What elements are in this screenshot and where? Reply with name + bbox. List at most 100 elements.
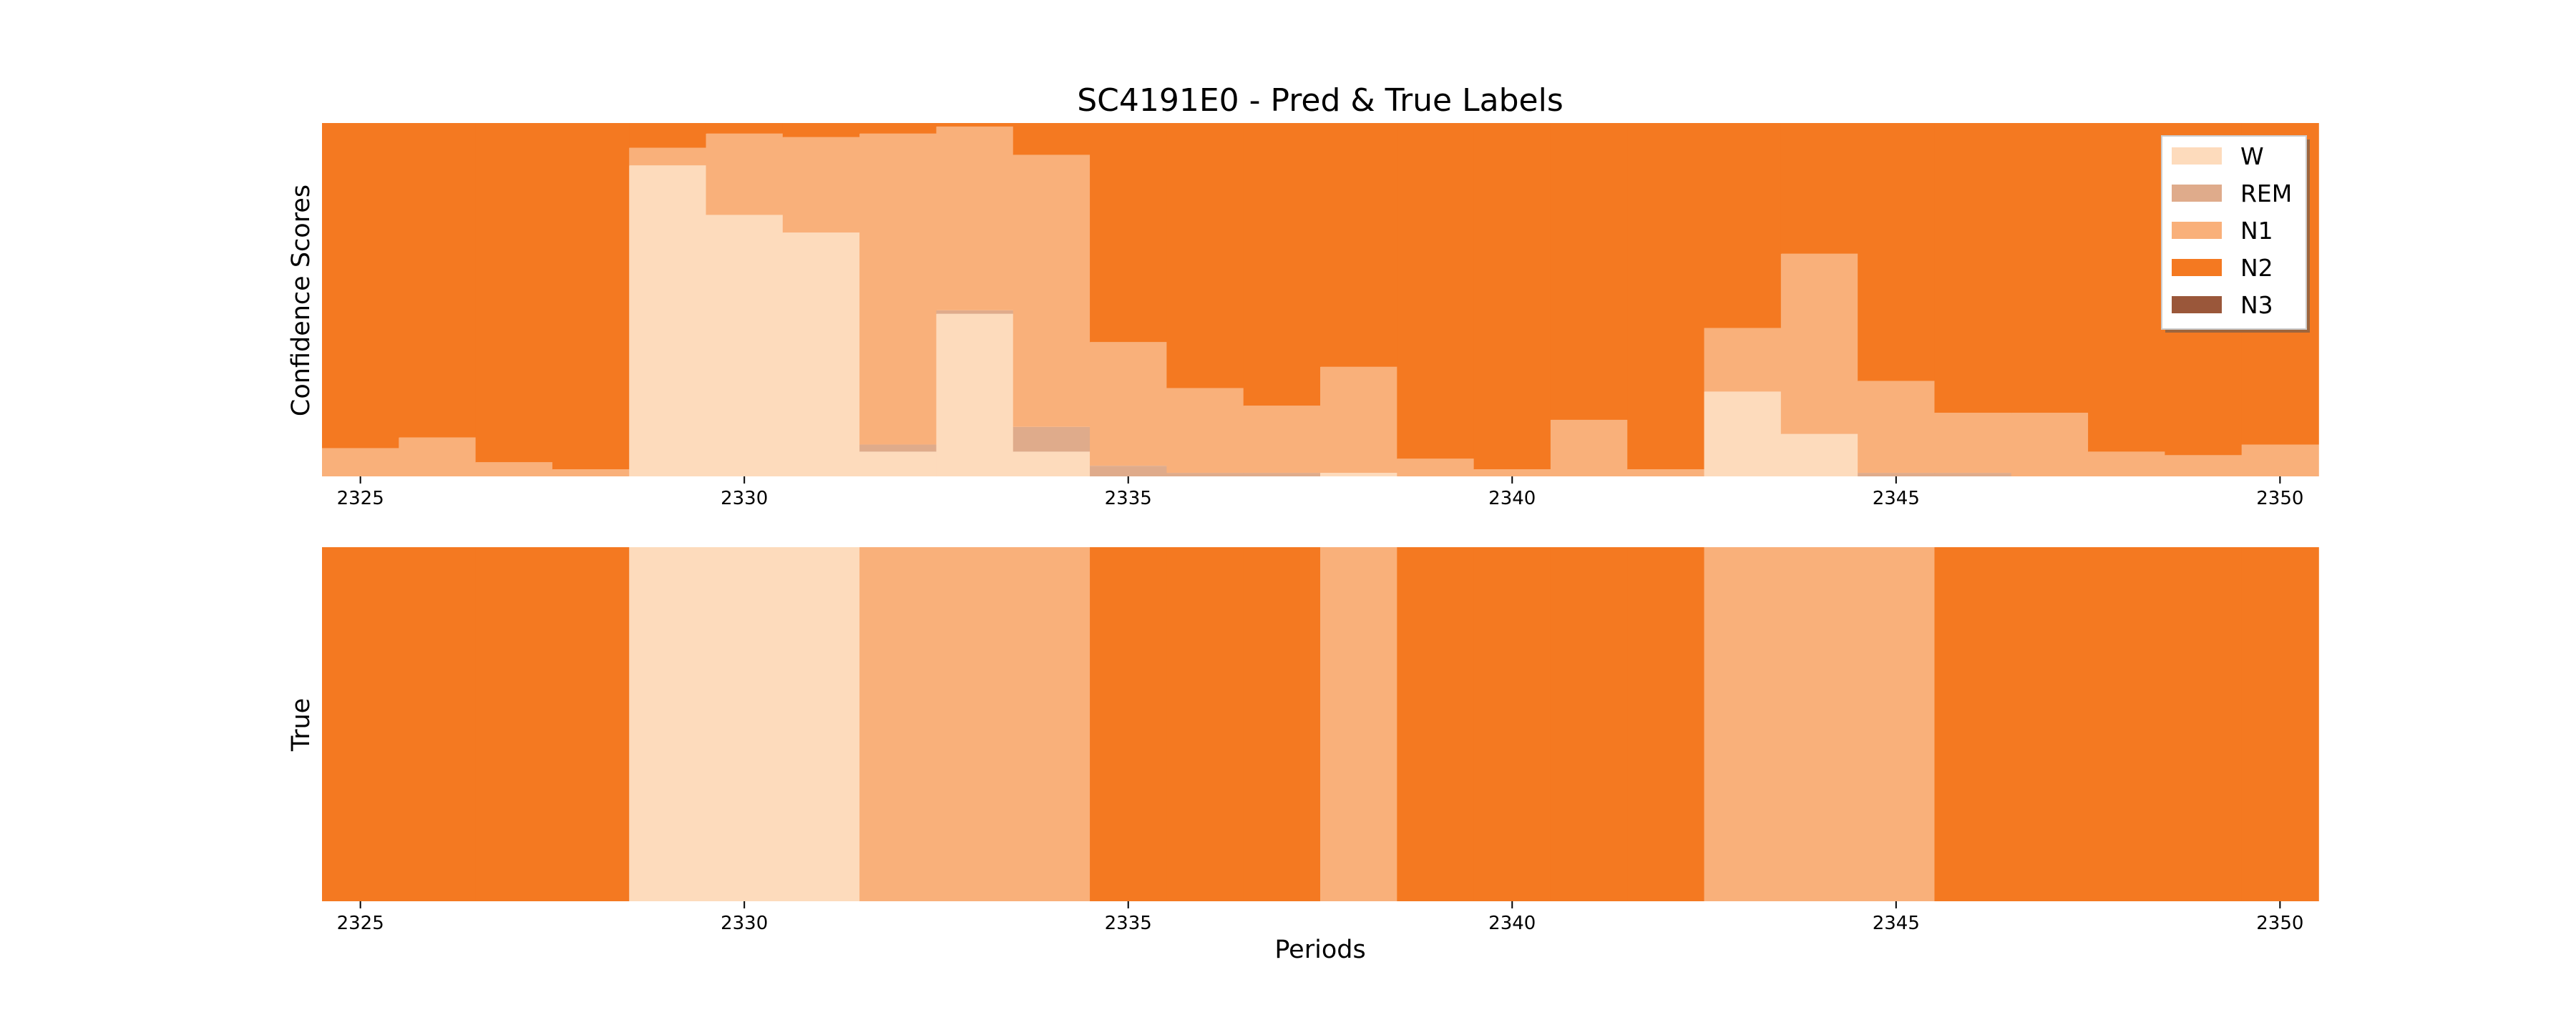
bar-n2-2330 [706,123,784,134]
bar-n2-2343 [1704,123,1782,328]
legend-label-n3: N3 [2240,291,2273,319]
bar-w-2333 [936,313,1014,476]
x-tick-label: 2325 [337,488,384,509]
true-label-cell-2328 [552,547,630,901]
true-label-cell-2331 [782,547,860,901]
true-label-cell-2333 [936,547,1014,901]
bar-n1-2339 [1397,458,1475,476]
bar-w-2334 [1013,451,1091,476]
chart-title: SC4191E0 - Pred & True Labels [1077,82,1563,119]
bar-n2-2326 [399,123,477,438]
true-label-cell-2339 [1397,547,1475,901]
bar-n1-2340 [1473,469,1551,476]
x-tick-label: 2350 [2256,488,2303,509]
bar-n2-2335 [1090,123,1168,343]
bar-w-2332 [859,451,937,476]
true-label-cell-2349 [2165,547,2243,901]
bar-n2-2338 [1320,123,1398,367]
confidence-panel [322,123,2319,476]
true-label-cell-2347 [2011,547,2089,901]
top-y-axis-label: Confidence Scores [287,185,316,416]
x-tick-label: 2330 [721,488,768,509]
bar-rem-2346 [1934,473,2012,476]
bar-n1-2350 [2241,444,2319,476]
bar-w-2331 [782,232,860,476]
true-label-cell-2346 [1934,547,2012,901]
top-x-ticks: 2325 2330 2335 2340 2345 2350 [337,476,2303,509]
bar-n1-2343 [1704,328,1782,392]
true-label-cell-2337 [1243,547,1321,901]
bar-n2-2340 [1473,123,1551,470]
bar-n2-2328 [552,123,630,470]
true-label-cell-2341 [1550,547,1629,901]
true-label-cell-2343 [1704,547,1782,901]
bar-n2-2344 [1780,123,1858,254]
bar-n1-2335 [1090,342,1168,466]
true-label-cell-2350 [2241,547,2319,901]
bar-n1-2333 [936,126,1014,310]
true-label-cell-2342 [1627,547,1705,901]
true-label-cell-2327 [475,547,553,901]
true-label-cell-2330 [706,547,784,901]
bar-rem-2335 [1090,466,1168,476]
bar-w-2329 [629,165,707,476]
x-tick-label: 2340 [1488,913,1536,934]
true-label-cell-2336 [1166,547,1244,901]
true-labels-panel [322,547,2319,901]
bar-n1-2328 [552,469,630,476]
bar-n1-2346 [1934,413,2012,474]
bar-n1-2325 [322,448,400,476]
x-tick-label: 2325 [337,913,384,934]
bar-n2-2334 [1013,123,1091,155]
bar-n2-2347 [2011,123,2089,413]
legend-swatch-w [2172,147,2222,165]
bar-n2-2327 [475,123,553,463]
bar-n2-2342 [1627,123,1705,470]
true-label-cell-2334 [1013,547,1091,901]
bar-w-2343 [1704,391,1782,476]
bar-n2-2336 [1166,123,1244,388]
bar-n1-2341 [1550,419,1629,476]
bar-n2-2329 [629,123,707,148]
bar-n2-2348 [2088,123,2166,452]
bottom-y-axis-label: True [287,698,316,752]
true-label-cell-2348 [2088,547,2166,901]
bar-n2-2341 [1550,123,1629,420]
legend-swatch-rem [2172,185,2222,202]
bar-n1-2327 [475,462,553,476]
bar-rem-2332 [859,444,937,452]
true-label-cell-2345 [1858,547,1936,901]
legend-label-n1: N1 [2240,217,2273,245]
bar-w-2330 [706,215,784,476]
true-label-cell-2340 [1473,547,1551,901]
true-label-cell-2338 [1320,547,1398,901]
x-tick-label: 2335 [1105,488,1152,509]
bar-n1-2329 [629,147,707,166]
x-tick-label: 2340 [1488,488,1536,509]
x-axis-label: Periods [1274,936,1365,964]
true-label-cell-2332 [859,547,937,901]
bar-n1-2326 [399,437,477,476]
bar-rem-2336 [1166,473,1244,476]
bar-w-2344 [1780,433,1858,476]
true-label-cell-2326 [399,547,477,901]
bar-n1-2331 [782,137,860,233]
bar-n1-2336 [1166,388,1244,474]
bar-w-2338 [1320,473,1398,476]
bar-n2-2337 [1243,123,1321,406]
bar-n2-2333 [936,123,1014,127]
bar-n2-2325 [322,123,400,448]
bar-n1-2332 [859,133,937,445]
x-tick-label: 2330 [721,913,768,934]
bar-n1-2342 [1627,469,1705,476]
x-tick-label: 2335 [1105,913,1152,934]
x-tick-label: 2345 [1873,488,1920,509]
bar-n2-2339 [1397,123,1475,459]
bar-n2-2331 [782,123,860,137]
bar-n1-2349 [2165,455,2243,476]
bar-rem-2334 [1013,426,1091,452]
true-label-cell-2325 [322,547,400,901]
bottom-x-ticks: 2325 2330 2335 2340 2345 2350 [337,901,2303,934]
bar-n2-2332 [859,123,937,134]
